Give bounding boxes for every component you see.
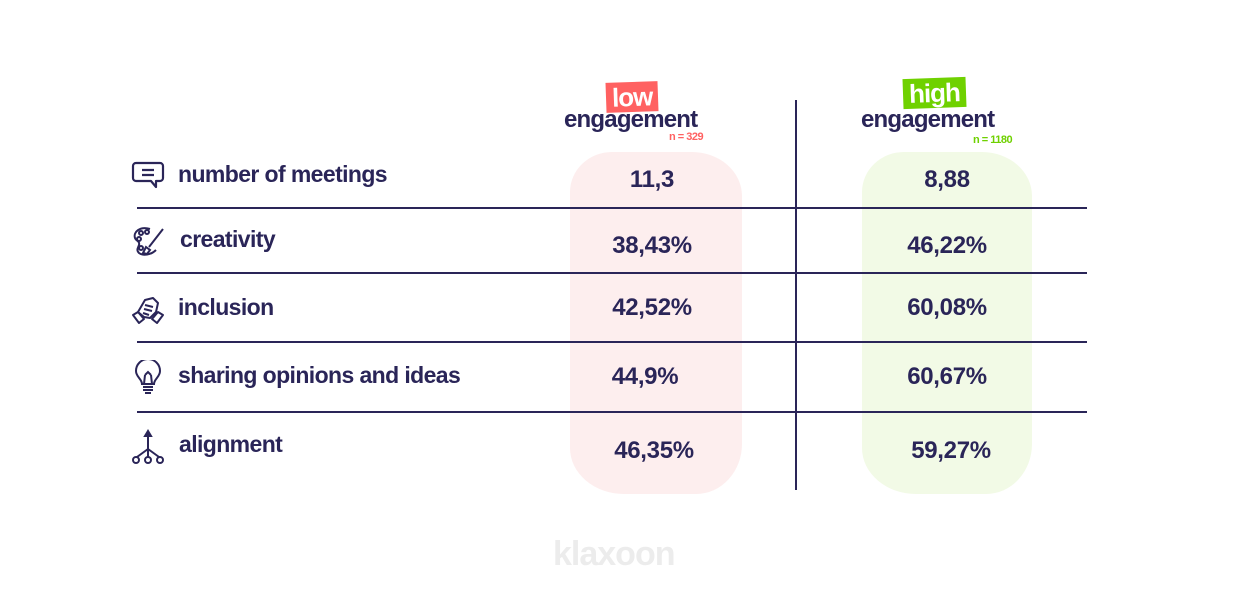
high-value: 8,88 <box>924 166 970 193</box>
high-column-background <box>862 152 1032 494</box>
high-tag: high <box>902 76 967 110</box>
handshake-icon <box>132 297 164 324</box>
palette-icon <box>133 227 164 256</box>
column-divider <box>795 100 797 490</box>
low-n: n = 329 <box>669 131 704 143</box>
row-label-creativity: creativity <box>180 226 276 252</box>
high-value: 46,22% <box>907 232 987 259</box>
row-divider <box>137 272 1087 274</box>
hierarchy-icon <box>132 429 164 464</box>
row-label-inclusion: inclusion <box>178 294 274 320</box>
row-divider <box>137 411 1087 413</box>
low-value: 46,35% <box>614 437 694 464</box>
low-value: 44,9% <box>611 363 679 390</box>
row-divider <box>137 341 1087 343</box>
row-label-alignment: alignment <box>179 431 283 457</box>
lightbulb-icon <box>134 360 162 394</box>
high-header: engagement <box>861 106 995 133</box>
high-value: 59,27% <box>911 437 991 464</box>
high-value: 60,67% <box>907 363 987 390</box>
row-divider <box>137 207 1087 209</box>
row-label-number-of-meetings: number of meetings <box>178 161 388 187</box>
low-value: 11,3 <box>629 166 675 193</box>
low-header: engagement <box>564 106 698 133</box>
speech-bubble-icon <box>131 161 165 189</box>
row-label-sharing-opinions: sharing opinions and ideas <box>178 362 461 388</box>
low-value: 38,43% <box>612 232 692 259</box>
low-value: 42,52% <box>612 294 692 321</box>
high-value: 60,08% <box>907 294 987 321</box>
high-n: n = 1180 <box>973 134 1013 146</box>
low-column-background <box>570 152 742 494</box>
klaxoon-logo: klaxoon <box>553 535 675 573</box>
